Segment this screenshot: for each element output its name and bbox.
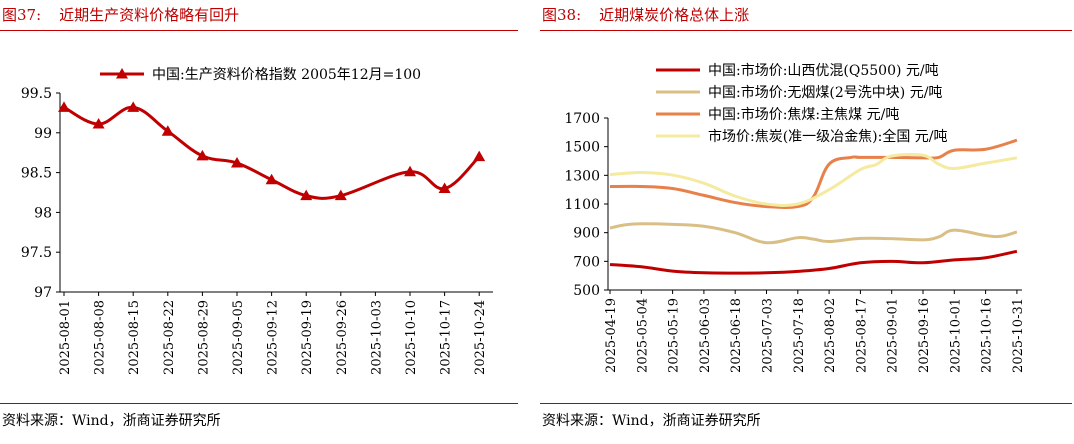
right-chart-x-tick-label: 2025-06-03 <box>698 298 713 373</box>
right-figure-title-text: 近期煤炭价格总体上涨 <box>599 6 750 24</box>
left-chart-y-tick-label: 97.5 <box>21 245 52 261</box>
right-chart-legend-label-4: 市场价:焦炭(准一级冶金焦):全国 元/吨 <box>708 128 948 145</box>
right-chart-legend-label-2: 中国:市场价:无烟煤(2号洗中块) 元/吨 <box>708 84 942 101</box>
left-chart-series-line-1 <box>63 105 481 200</box>
left-chart-legend-marker <box>116 68 128 79</box>
left-chart-data-point <box>334 189 347 201</box>
left-chart-x-tick-label: 2025-08-15 <box>127 300 142 375</box>
right-chart-x-tick-label: 2025-07-18 <box>792 298 807 373</box>
left-title-rule <box>0 30 518 31</box>
left-chart-x-tick-label: 2025-10-17 <box>439 300 454 375</box>
left-chart-x-tick-label: 2025-10-10 <box>404 300 419 375</box>
right-chart-series-line-1 <box>609 249 1018 275</box>
right-chart-x-tick-label: 2025-07-03 <box>761 298 776 373</box>
right-chart: 1700 1500 1300 1100 900 700 500 2025-04-19 2025-… <box>564 62 1026 373</box>
left-chart-x-tick-label: 2025-09-19 <box>300 300 315 375</box>
right-chart-x-tick-label: 2025-04-19 <box>604 298 619 373</box>
right-chart-x-tick-label: 2025-10-31 <box>1011 298 1026 373</box>
right-chart-y-tick-label: 1100 <box>564 197 600 213</box>
left-chart-y-tick-label: 99.5 <box>21 86 52 102</box>
left-chart: 99.5 99 98.5 98 97.5 97 2025-08-01 2025-08-08 20… <box>21 67 493 375</box>
left-chart-legend-label-1: 中国:生产资料价格指数 2005年12月=100 <box>152 67 421 83</box>
left-chart-data-point <box>404 165 416 177</box>
left-figure-title: 图37: 近期生产资料价格略有回升 <box>2 4 239 25</box>
right-figure-number: 图38: <box>542 6 582 24</box>
left-chart-data-point <box>300 189 313 201</box>
right-source-rule <box>540 403 1072 404</box>
left-chart-data-point <box>58 101 70 112</box>
right-chart-y-tick-label: 1700 <box>564 111 600 127</box>
left-figure-title-text: 近期生产资料价格略有回升 <box>59 6 240 24</box>
right-chart-y-tick-label: 900 <box>573 226 600 242</box>
left-chart-x-tick-label: 2025-09-12 <box>266 300 281 375</box>
right-chart-y-tick-label: 1300 <box>564 168 600 184</box>
left-chart-y-tick-label: 98 <box>34 205 52 221</box>
left-chart-x-tick-label: 2025-08-01 <box>58 300 73 375</box>
left-chart-x-tick-label: 2025-10-24 <box>473 300 488 375</box>
left-chart-y-tick-label: 98.5 <box>21 166 52 182</box>
right-chart-legend-label-1: 中国:市场价:山西优混(Q5500) 元/吨 <box>708 62 939 79</box>
right-chart-x-tick-label: 2025-09-01 <box>886 298 901 373</box>
right-title-rule <box>540 30 1072 31</box>
right-figure-panel: 图38: 近期煤炭价格总体上涨 1700 1500 1300 1100 900 700 500… <box>540 0 1074 444</box>
right-figure-title: 图38: 近期煤炭价格总体上涨 <box>542 4 749 25</box>
right-chart-legend-label-3: 中国:市场价:焦煤:主焦煤 元/吨 <box>708 106 899 123</box>
left-chart-data-point <box>196 149 209 161</box>
right-chart-x-tick-label: 2025-05-04 <box>635 298 650 373</box>
left-chart-y-tick-label: 99 <box>34 126 52 142</box>
left-chart-data-point <box>231 157 243 168</box>
left-chart-x-tick-label: 2025-09-05 <box>231 300 246 375</box>
right-chart-series-line-3 <box>609 138 1018 210</box>
left-chart-data-point <box>438 182 451 194</box>
right-chart-x-tick-label: 2025-05-19 <box>667 298 682 373</box>
left-chart-data-point <box>161 125 174 136</box>
right-chart-y-tick-label: 700 <box>573 254 600 270</box>
left-chart-x-tick-label: 2025-09-26 <box>335 300 350 375</box>
left-chart-x-tick-label: 2025-08-08 <box>93 300 108 375</box>
right-chart-y-tick-label: 500 <box>573 283 600 299</box>
left-chart-data-point <box>473 150 486 162</box>
right-chart-y-tick-label: 1500 <box>564 140 600 156</box>
right-chart-x-tick-label: 2025-08-02 <box>823 298 838 373</box>
right-chart-x-tick-label: 2025-10-01 <box>948 298 963 373</box>
right-chart-x-tick-label: 2025-09-16 <box>917 298 932 373</box>
left-chart-y-tick-label: 97 <box>34 285 52 301</box>
right-chart-series-line-2 <box>609 222 1018 245</box>
left-chart-x-tick-label: 2025-08-29 <box>196 300 211 375</box>
right-chart-x-tick-label: 2025-10-16 <box>980 298 995 373</box>
left-source-note: 资料来源：Wind，浙商证券研究所 <box>2 413 221 429</box>
left-chart-data-point <box>127 101 140 112</box>
left-chart-x-tick-label: 2025-10-03 <box>369 300 384 375</box>
left-figure-number: 图37: <box>2 6 42 24</box>
right-chart-series-line-4 <box>609 152 1018 208</box>
left-chart-data-point <box>265 173 278 185</box>
right-chart-x-tick-label: 2025-06-18 <box>729 298 744 373</box>
left-chart-data-point <box>92 118 105 129</box>
left-source-rule <box>0 403 518 404</box>
right-chart-x-tick-label: 2025-08-17 <box>854 298 869 373</box>
left-figure-panel: 图37: 近期生产资料价格略有回升 99.5 99 98.5 98 97.5 97 2025-… <box>0 0 520 444</box>
right-source-note: 资料来源：Wind，浙商证券研究所 <box>542 413 761 429</box>
left-chart-x-tick-label: 2025-08-22 <box>162 300 177 375</box>
